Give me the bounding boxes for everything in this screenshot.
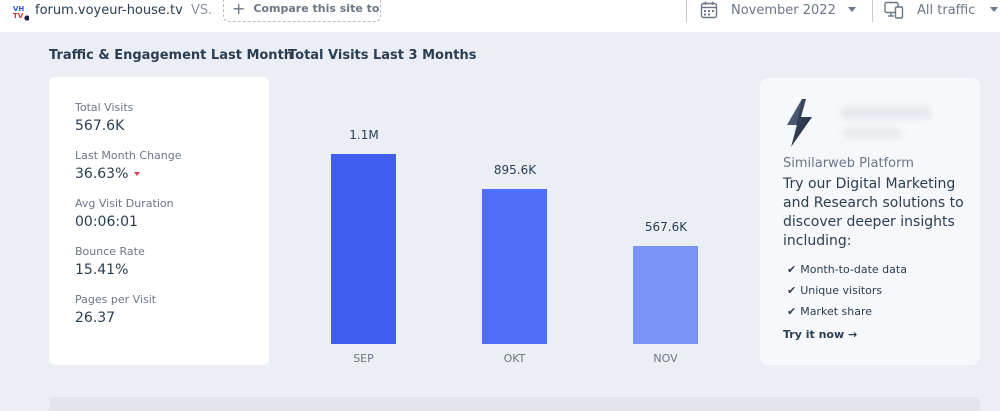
chart-bar-nov[interactable] bbox=[633, 246, 698, 344]
metric-label: Pages per Visit bbox=[75, 293, 157, 306]
check-icon: ✔ bbox=[787, 305, 797, 318]
metric-avg-visit-duration: Avg Visit Duration 00:06:01 bbox=[75, 197, 174, 230]
chevron-down-icon[interactable] bbox=[848, 7, 856, 12]
vs-label: VS. bbox=[191, 3, 213, 18]
svg-text:VH: VH bbox=[13, 5, 24, 13]
promo-brand: Similarweb Platform bbox=[783, 156, 914, 171]
plus-icon: + bbox=[232, 0, 246, 18]
next-section-panel bbox=[49, 397, 980, 411]
metric-label: Last Month Change bbox=[75, 149, 182, 162]
chart-category-label: NOV bbox=[653, 352, 678, 365]
metric-last-month-change: Last Month Change 36.63% bbox=[75, 149, 182, 182]
visits-section-title: Total Visits Last 3 Months bbox=[288, 48, 477, 63]
metric-value: 567.6K bbox=[75, 118, 125, 134]
total-visits-chart: 1.1M SEP 895.6K OKT 567.6K NOV bbox=[290, 80, 750, 370]
devices-icon bbox=[884, 1, 904, 19]
chart-bar-sep[interactable] bbox=[331, 154, 396, 344]
metric-pages-per-visit: Pages per Visit 26.37 bbox=[75, 293, 156, 326]
metric-total-visits: Total Visits 567.6K bbox=[75, 101, 133, 134]
check-icon: ✔ bbox=[787, 284, 797, 297]
engagement-metrics-card: Total Visits 567.6K Last Month Change 36… bbox=[49, 77, 269, 365]
lightning-bolt-icon bbox=[787, 99, 812, 147]
try-it-now-link[interactable]: Try it now → bbox=[783, 328, 858, 341]
promo-headline: Try our Digital Marketing and Research s… bbox=[783, 176, 964, 249]
compare-site-button[interactable]: + Compare this site to bbox=[223, 0, 381, 22]
chart-category-label: SEP bbox=[353, 352, 374, 365]
site-favicon-icon: VH TV bbox=[11, 3, 29, 21]
list-item: ✔ Month-to-date data bbox=[787, 263, 907, 276]
top-bar: VH TV forum.voyeur-house.tv VS. + Compar… bbox=[0, 0, 1000, 32]
metric-label: Avg Visit Duration bbox=[75, 197, 174, 210]
decorative-blur bbox=[842, 128, 902, 138]
divider bbox=[872, 0, 873, 22]
traffic-selector[interactable]: All traffic bbox=[917, 3, 976, 18]
list-item: ✔ Unique visitors bbox=[787, 284, 883, 297]
chart-data-label: 567.6K bbox=[644, 220, 688, 234]
chart-bar-okt[interactable] bbox=[482, 189, 547, 344]
engagement-section-title: Traffic & Engagement Last Month bbox=[49, 48, 294, 63]
chart-data-label: 1.1M bbox=[349, 128, 379, 142]
chart-data-label: 895.6K bbox=[493, 163, 537, 177]
check-icon: ✔ bbox=[787, 263, 797, 276]
divider bbox=[686, 0, 687, 22]
date-selector[interactable]: November 2022 bbox=[731, 3, 836, 18]
metric-value: 26.37 bbox=[75, 310, 116, 326]
metric-value: 15.41% bbox=[75, 262, 129, 278]
metric-label: Bounce Rate bbox=[75, 245, 145, 258]
metric-value: 00:06:01 bbox=[75, 214, 138, 230]
metric-bounce-rate: Bounce Rate 15.41% bbox=[75, 245, 145, 278]
chevron-down-icon[interactable] bbox=[990, 7, 998, 12]
svg-text:TV: TV bbox=[13, 12, 24, 20]
list-item: ✔ Market share bbox=[787, 305, 873, 318]
site-name[interactable]: forum.voyeur-house.tv bbox=[35, 3, 183, 18]
arrow-right-icon: → bbox=[847, 328, 858, 341]
metric-label: Total Visits bbox=[75, 101, 134, 114]
calendar-icon bbox=[700, 1, 718, 19]
similarweb-promo-card: Similarweb Platform Try our Digital Mark… bbox=[760, 78, 980, 365]
trend-down-icon bbox=[134, 172, 141, 176]
decorative-blur bbox=[840, 106, 932, 120]
metric-value: 36.63% bbox=[75, 166, 182, 182]
promo-feature-list: ✔ Month-to-date data ✔ Unique visitors ✔ Ma… bbox=[787, 259, 907, 322]
chart-category-label: OKT bbox=[503, 352, 526, 365]
compare-label: Compare this site to bbox=[253, 1, 380, 15]
